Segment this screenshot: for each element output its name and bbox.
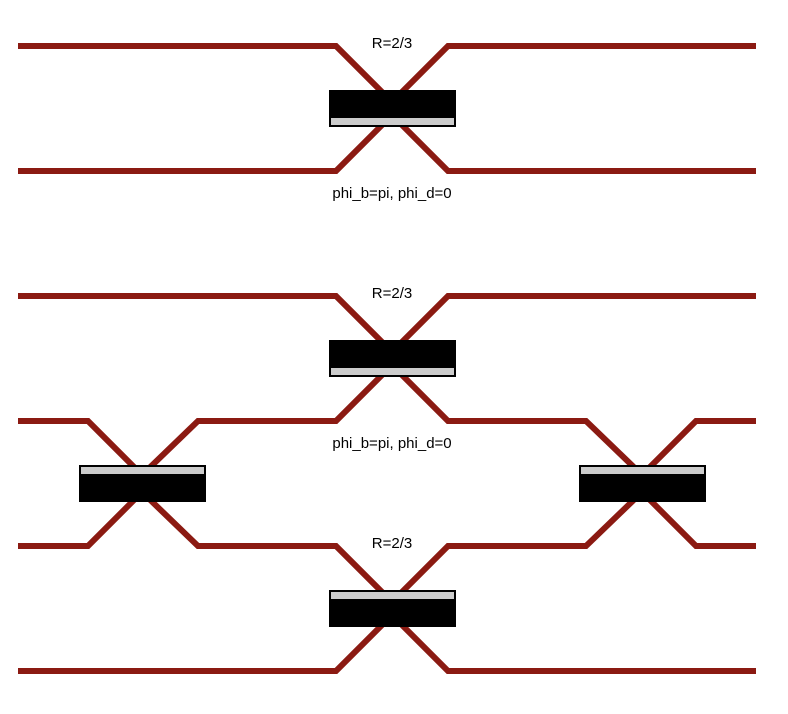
beam-splitter-bottom xyxy=(329,590,456,627)
splitter-body xyxy=(579,474,706,502)
splitter-coating xyxy=(329,116,456,127)
splitter-body xyxy=(329,340,456,368)
splitter-body xyxy=(79,474,206,502)
reflectivity-label-bottom: R=2/3 xyxy=(372,535,412,552)
beam-splitter-right xyxy=(579,465,706,502)
splitter-body xyxy=(329,599,456,627)
beam-splitter-top xyxy=(329,340,456,377)
splitter-coating xyxy=(329,590,456,601)
splitter-coating xyxy=(79,465,206,476)
phase-label-top: phi_b=pi, phi_d=0 xyxy=(332,435,451,452)
splitter-coating xyxy=(329,366,456,377)
diagram-bottom: R=2/3 phi_b=pi, phi_d=0 R=2/3 xyxy=(18,285,756,674)
reflectivity-label: R=2/3 xyxy=(372,35,412,52)
diagram-top: R=2/3 phi_b=pi, phi_d=0 xyxy=(18,35,756,202)
waveguide-line-2 xyxy=(18,360,756,480)
reflectivity-label-top: R=2/3 xyxy=(372,285,412,302)
beam-splitter xyxy=(329,90,456,127)
phase-label: phi_b=pi, phi_d=0 xyxy=(332,185,451,202)
splitter-body xyxy=(329,90,456,118)
beam-splitter-left xyxy=(79,465,206,502)
splitter-coating xyxy=(579,465,706,476)
